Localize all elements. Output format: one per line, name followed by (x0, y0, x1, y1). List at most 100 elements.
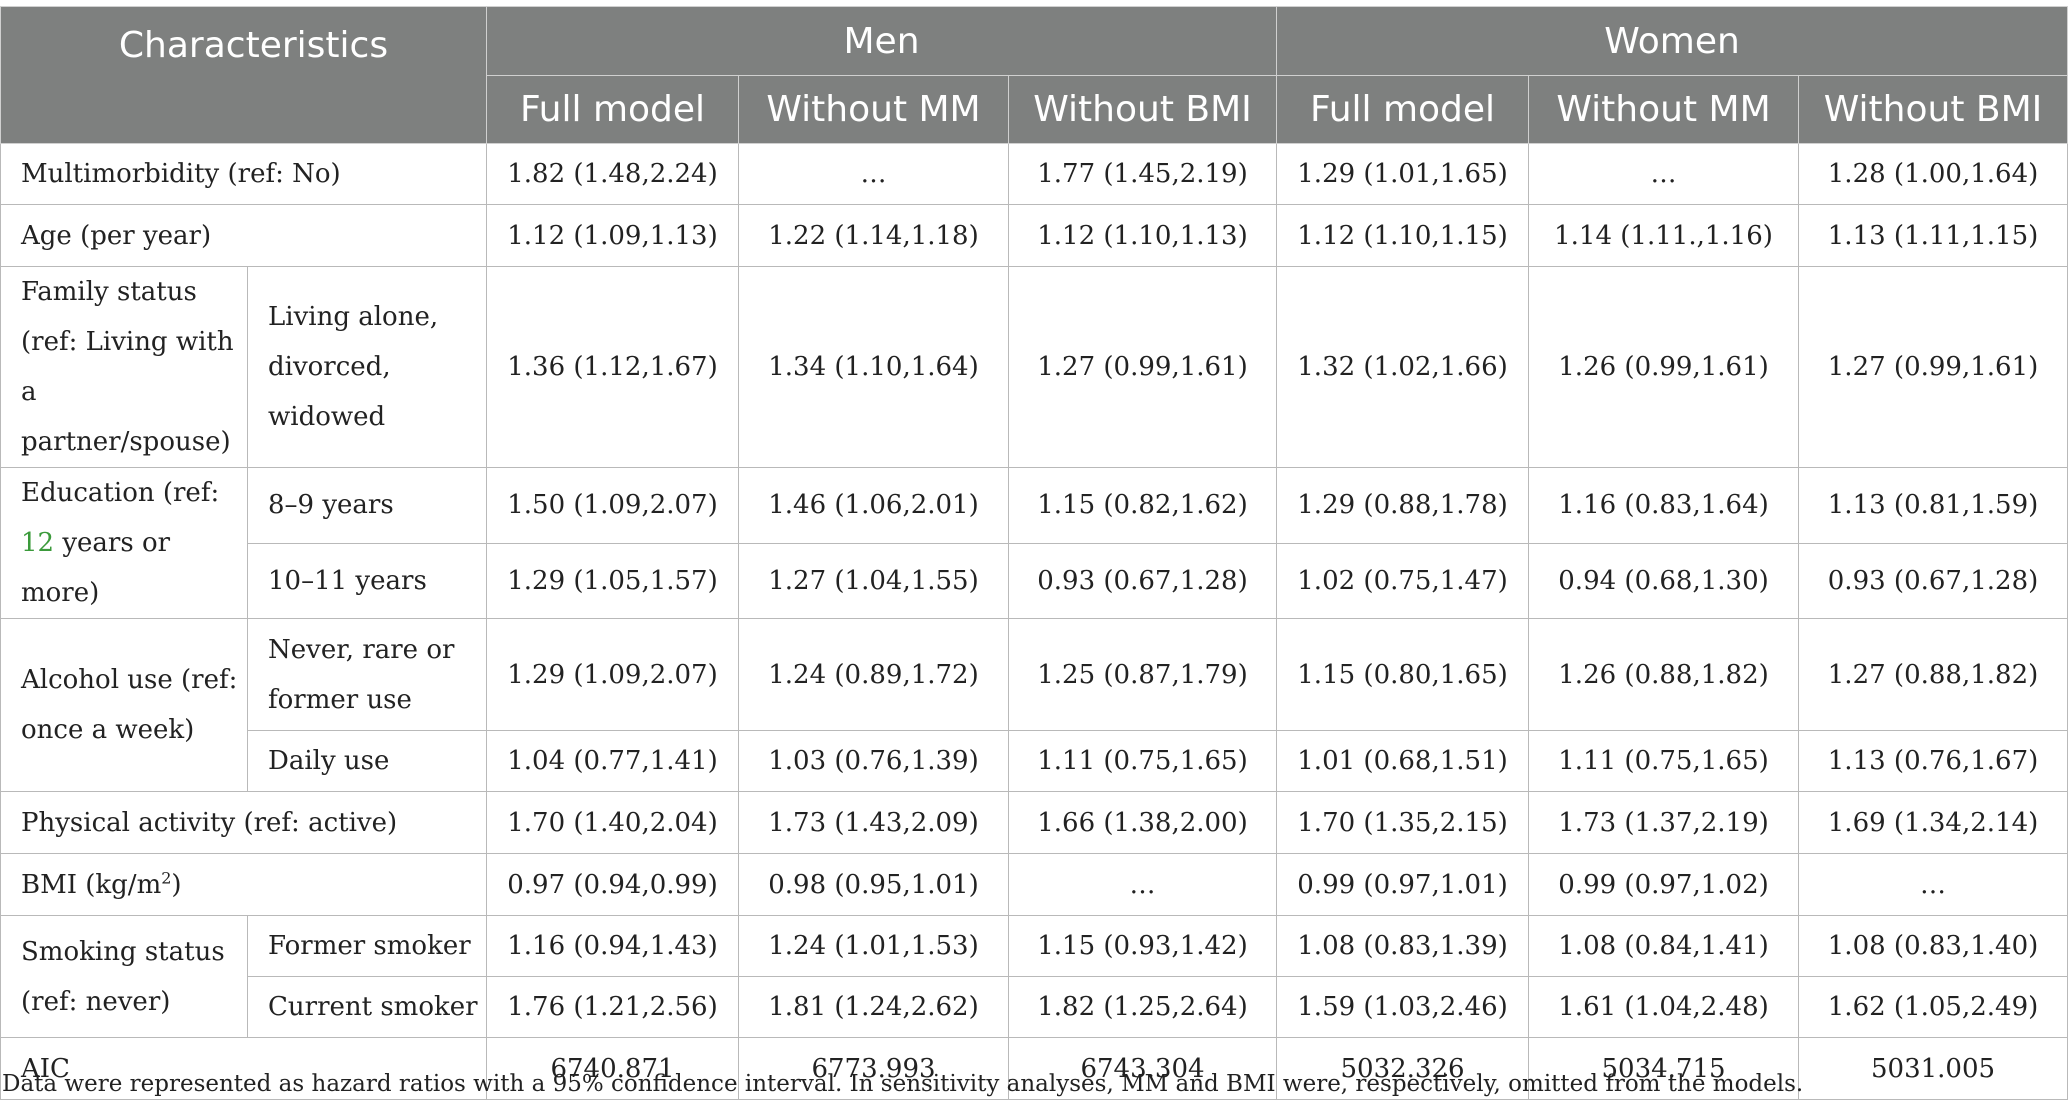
table-row: Daily use 1.04 (0.77,1.41) 1.03 (0.76,1.… (1, 730, 2068, 792)
reference-link[interactable]: 12 (21, 528, 55, 558)
table-cell: 0.99 (0.97,1.01) (1276, 853, 1530, 916)
table-cell: 1.15 (0.80,1.65) (1276, 618, 1530, 731)
table-cell: 1.02 (0.75,1.47) (1276, 542, 1530, 619)
table-row: Current smoker 1.76 (1.21,2.56) 1.81 (1.… (1, 976, 2068, 1038)
table-cell: 1.24 (1.01,1.53) (738, 915, 1009, 977)
table-cell: 1.12 (1.10,1.15) (1276, 204, 1530, 267)
table-cell: 1.04 (0.77,1.41) (486, 730, 739, 792)
table-row: AIC 6740.871 6773.993 6743.304 5032.326 … (0, 1037, 2068, 1100)
table-cell: 1.08 (0.83,1.40) (1798, 915, 2068, 977)
table-row: Age (per year) 1.12 (1.09,1.13) 1.22 (1.… (0, 204, 2068, 267)
row-sublabel: 10–11 years (247, 542, 487, 619)
table-cell: 1.16 (0.94,1.43) (486, 915, 739, 977)
table-cell: 1.62 (1.05,2.49) (1798, 976, 2068, 1038)
row-label: AIC (0, 1037, 487, 1100)
row-label: Family status (ref: Living with a partne… (0, 266, 248, 468)
row-sublabel: Current smoker (247, 976, 487, 1038)
table-cell: 1.59 (1.03,2.46) (1276, 976, 1530, 1038)
table-cell: 1.36 (1.12,1.67) (486, 266, 739, 468)
table-cell: 6773.993 (738, 1037, 1009, 1100)
header-characteristics: Characteristics (0, 6, 487, 144)
table-cell: 5031.005 (1798, 1037, 2068, 1100)
table-cell: 1.25 (0.87,1.79) (1007, 618, 1278, 731)
row-label-line: (ref: Living with (21, 327, 234, 357)
table-cell: 1.13 (1.11,1.15) (1798, 204, 2068, 267)
table-cell: 1.70 (1.35,2.15) (1276, 791, 1530, 854)
header-model: Without MM (738, 75, 1009, 144)
row-label-line: (ref: never) (21, 986, 171, 1017)
header-men: Men (485, 6, 1278, 76)
row-label: Multimorbidity (ref: No) (0, 143, 487, 205)
table-cell: 1.11 (0.75,1.65) (1007, 730, 1278, 792)
row-label-text: BMI (kg/m (21, 869, 162, 900)
table-cell: 5032.326 (1276, 1037, 1530, 1100)
row-label: BMI (kg/m2) (0, 853, 487, 916)
row-sublabel-line: divorced, (268, 352, 391, 382)
row-sublabel: Living alone, divorced, widowed (247, 266, 487, 468)
table-cell: … (738, 143, 1009, 205)
table-row: 10–11 years 1.29 (1.05,1.57) 1.27 (1.04,… (1, 542, 2068, 619)
row-sublabel-line: former use (268, 684, 412, 715)
table-cell: 1.27 (1.04,1.55) (738, 542, 1009, 619)
row-sublabel-line: Living alone, (268, 302, 439, 332)
table-cell: 1.29 (1.01,1.65) (1276, 143, 1530, 205)
hazard-ratio-table: Characteristics Men Women Full model Wit… (0, 6, 2068, 1100)
row-label-line: Education (ref: (21, 478, 220, 508)
row-sublabel: Former smoker (247, 915, 487, 977)
table-footnote: Data were represented as hazard ratios w… (2, 1071, 1804, 1097)
table-cell: 1.61 (1.04,2.48) (1528, 976, 1800, 1038)
table-cell: 1.29 (1.09,2.07) (486, 618, 739, 731)
table-cell: 1.73 (1.43,2.09) (738, 791, 1009, 854)
table-cell: 1.27 (0.99,1.61) (1007, 266, 1278, 468)
table-cell: 1.46 (1.06,2.01) (738, 467, 1009, 544)
row-label-line: Family status (21, 277, 197, 307)
table-cell: 1.13 (0.81,1.59) (1798, 467, 2068, 544)
header-model: Full model (1276, 75, 1530, 144)
table-cell: 0.99 (0.97,1.02) (1528, 853, 1800, 916)
row-label: Age (per year) (0, 204, 487, 267)
table-cell: 1.82 (1.25,2.64) (1007, 976, 1278, 1038)
table-row: BMI (kg/m2) 0.97 (0.94,0.99) 0.98 (0.95,… (0, 853, 2068, 916)
table-cell: 1.70 (1.40,2.04) (486, 791, 739, 854)
row-sublabel: Never, rare or former use (247, 618, 487, 731)
table-cell: 1.82 (1.48,2.24) (486, 143, 739, 205)
table-cell: 1.01 (0.68,1.51) (1276, 730, 1530, 792)
table-cell: 0.97 (0.94,0.99) (486, 853, 739, 916)
table-cell: 1.29 (1.05,1.57) (486, 542, 739, 619)
table-cell: 1.69 (1.34,2.14) (1798, 791, 2068, 854)
row-label-line: Alcohol use (ref: (21, 665, 238, 695)
table-cell: 1.27 (0.99,1.61) (1798, 266, 2068, 468)
table-row: Family status (ref: Living with a partne… (0, 266, 2068, 468)
table-cell: 1.11 (0.75,1.65) (1528, 730, 1800, 792)
table-cell: 1.08 (0.83,1.39) (1276, 915, 1530, 977)
header-row-sex: Characteristics Men Women (0, 6, 2068, 144)
table-cell: 1.22 (1.14,1.18) (738, 204, 1009, 267)
table-cell: 6740.871 (486, 1037, 739, 1100)
table-cell: 1.13 (0.76,1.67) (1798, 730, 2068, 792)
header-model: Full model (486, 75, 739, 144)
table-cell: 1.14 (1.11.,1.16) (1528, 204, 1800, 267)
table-cell: 1.73 (1.37,2.19) (1528, 791, 1800, 854)
table-cell: 1.12 (1.09,1.13) (486, 204, 739, 267)
table-cell: 1.29 (0.88,1.78) (1276, 467, 1530, 544)
table-cell: 1.15 (0.93,1.42) (1007, 915, 1278, 977)
table-cell: 1.27 (0.88,1.82) (1798, 618, 2068, 731)
table-cell: 1.16 (0.83,1.64) (1528, 467, 1800, 544)
table-cell: 0.93 (0.67,1.28) (1007, 542, 1278, 619)
table-cell: 1.66 (1.38,2.00) (1007, 791, 1278, 854)
table-cell: 1.15 (0.82,1.62) (1007, 467, 1278, 544)
row-sublabel: Daily use (247, 730, 487, 792)
table-cell: 1.32 (1.02,1.66) (1276, 266, 1530, 468)
row-label-line: Smoking status (21, 936, 225, 967)
row-label: Alcohol use (ref: once a week) (0, 618, 248, 792)
table-cell: … (1528, 143, 1800, 205)
row-label: Physical activity (ref: active) (0, 791, 487, 854)
table-cell: 1.81 (1.24,2.62) (738, 976, 1009, 1038)
row-sublabel-line: widowed (268, 402, 386, 432)
table-cell: 1.24 (0.89,1.72) (738, 618, 1009, 731)
row-label-line: once a week) (21, 715, 195, 745)
row-sublabel: 8–9 years (247, 467, 487, 544)
table-cell: 1.12 (1.10,1.13) (1007, 204, 1278, 267)
header-model: Without BMI (1007, 75, 1278, 144)
table-cell: … (1007, 853, 1278, 916)
